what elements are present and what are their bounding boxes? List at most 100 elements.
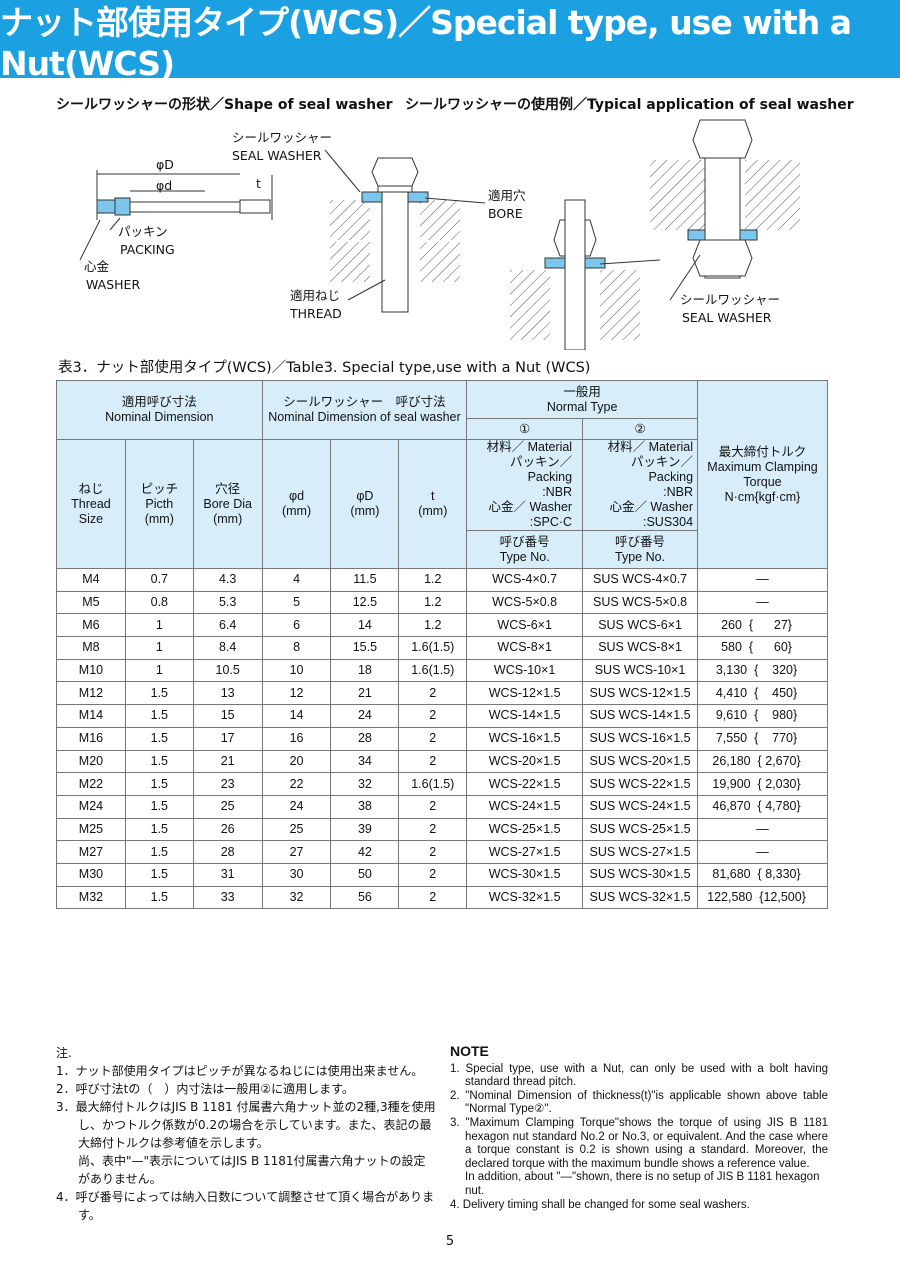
table-cell: 17 — [192, 726, 263, 751]
table-cell: 1.2 — [398, 590, 468, 615]
table-cell: — — [697, 590, 828, 615]
table-cell: 15 — [192, 704, 263, 728]
notes-japanese: 注. 1．ナット部使用タイプはピッチが異なるねじには使用出来ません。 2．呼び寸… — [56, 1044, 436, 1224]
table-cell: 4.3 — [192, 568, 263, 592]
table-cell: 24 — [261, 794, 332, 819]
table-cell: 1.6(1.5) — [398, 658, 468, 683]
table-cell: 4,410 { 450} — [697, 681, 828, 706]
notes-english: NOTE 1. Special type, use with a Nut, ca… — [450, 1043, 828, 1212]
table-cell: SUS WCS-8×1 — [582, 636, 699, 660]
header-normal-type: 一般用 Normal Type — [466, 380, 699, 419]
table-cell: M8 — [56, 636, 126, 660]
table-row: M4 0.7 4.3 4 11.5 1.2 WCS-4×0.7 SUS WCS-4×0.7— — [56, 568, 828, 592]
table-cell: 25 — [192, 794, 263, 819]
table-cell: 26,180 { 2,670} — [697, 749, 828, 774]
table-cell: 12.5 — [330, 590, 400, 615]
note-jp-item: 1．ナット部使用タイプはピッチが異なるねじには使用出来ません。 — [56, 1064, 424, 1078]
table-cell: WCS-27×1.5 — [466, 840, 584, 864]
table-cell: 14 — [330, 613, 400, 638]
notes-en-heading: NOTE — [450, 1043, 489, 1059]
label-bore-jp: 適用穴 — [488, 188, 526, 203]
table-cell: 32 — [330, 772, 400, 796]
table-row: M30 1.5 31 30 50 2 WCS-30×1.5 SUS WCS-30×1.5 81,… — [56, 862, 828, 887]
table-cell: 21 — [192, 749, 263, 774]
table-cell: 2 — [398, 749, 468, 774]
table-row: M6 1 6.4 6 14 1.2 WCS-6×1 SUS WCS-6×1 260 { 27} — [56, 613, 828, 638]
table-cell: 26 — [192, 817, 263, 842]
label-phid: φd — [156, 178, 173, 193]
table-cell: 1.5 — [124, 726, 194, 751]
label-seal-jp: シールワッシャー — [232, 130, 333, 145]
table-cell: 260 { 27} — [697, 613, 828, 638]
table-cell: 122,580 {12,500} — [697, 885, 828, 910]
table-cell: 34 — [330, 749, 400, 774]
header-type-1: ① — [466, 418, 584, 440]
spec-table: 適用呼び寸法 Nominal Dimension シールワッシャー 呼び寸法 Nom… — [56, 380, 828, 910]
table-cell: 12 — [261, 681, 332, 706]
label-seal2-en: SEAL WASHER — [682, 310, 772, 325]
note-en-item-extra: In addition, about "—"shown, there is no… — [465, 1171, 820, 1197]
note-en-item: 1. Special type, use with a Nut, can onl… — [450, 1062, 828, 1089]
table-cell: WCS-16×1.5 — [466, 726, 584, 751]
table-cell: M25 — [56, 817, 126, 842]
table-cell: 31 — [192, 862, 263, 887]
table-cell: 16 — [261, 726, 332, 751]
table-cell: 0.7 — [124, 568, 194, 592]
table-cell: 8.4 — [192, 636, 263, 660]
note-jp-item: 3．最大締付トルクはJIS B 1181 付属書六角ナット並の2種,3種を使用し… — [56, 1100, 436, 1150]
table-cell: 1.2 — [398, 568, 468, 592]
table-cell: 28 — [330, 726, 400, 751]
table-cell: 1 — [124, 613, 194, 638]
table-cell: 1.5 — [124, 794, 194, 819]
table-cell: SUS WCS-24×1.5 — [582, 794, 699, 819]
table-cell: WCS-22×1.5 — [466, 772, 584, 796]
label-phiD: φD — [156, 157, 174, 172]
table-row: M8 1 8.4 8 15.5 1.6(1.5) WCS-8×1 SUS WCS-8×1 580… — [56, 636, 828, 660]
table-cell: 2 — [398, 885, 468, 910]
label-packing-jp: パッキン — [118, 224, 168, 239]
table-cell: WCS-10×1 — [466, 658, 584, 683]
table-cell: M6 — [56, 613, 126, 638]
label-packing-en: PACKING — [120, 242, 175, 257]
table-cell: 0.8 — [124, 590, 194, 615]
table-cell: 42 — [330, 840, 400, 864]
table-cell: M30 — [56, 862, 126, 887]
table-cell: WCS-20×1.5 — [466, 749, 584, 774]
table-cell: SUS WCS-16×1.5 — [582, 726, 699, 751]
section-shape-title: シールワッシャーの形状／Shape of seal washer — [56, 97, 393, 113]
table-cell: 4 — [261, 568, 332, 592]
table-cell: 20 — [261, 749, 332, 774]
application-drawing-1 — [330, 157, 460, 313]
table-cell: M22 — [56, 772, 126, 796]
table-row: M27 1.5 28 27 42 2 WCS-27×1.5 SUS WCS-27×1.5— — [56, 840, 828, 864]
table-cell: M14 — [56, 704, 126, 728]
table-cell: 21 — [330, 681, 400, 706]
table-cell: 2 — [398, 726, 468, 751]
table-cell: 25 — [261, 817, 332, 842]
table-cell: WCS-4×0.7 — [466, 568, 584, 592]
label-washer-en: WASHER — [86, 277, 141, 292]
table-cell: 1.5 — [124, 704, 194, 728]
label-thread-en: THREAD — [290, 306, 342, 321]
table-cell: 28 — [192, 840, 263, 864]
table-cell: 2 — [398, 794, 468, 819]
table-row: M24 1.5 25 24 38 2 WCS-24×1.5 SUS WCS-24×1.5 46,… — [56, 794, 828, 819]
header-bore: 穴径 Bore Dia (mm) — [192, 439, 263, 569]
table-cell: 33 — [192, 885, 263, 910]
label-t: t — [256, 176, 261, 191]
table-cell: 1.5 — [124, 840, 194, 864]
header-torque: 最大締付トルク Maximum Clamping Torque N·cm{kgf·cm… — [697, 380, 828, 569]
table-row: M20 1.5 21 20 34 2 WCS-20×1.5 SUS WCS-20×1.5 26,… — [56, 749, 828, 774]
notes-jp-heading: 注. — [56, 1046, 72, 1060]
table-cell: SUS WCS-30×1.5 — [582, 862, 699, 887]
table-cell: SUS WCS-27×1.5 — [582, 840, 699, 864]
table-cell: M24 — [56, 794, 126, 819]
label-washer-jp: 心金 — [84, 259, 110, 274]
table-cell: 39 — [330, 817, 400, 842]
header-t: t (mm) — [398, 439, 468, 569]
table-cell: — — [697, 817, 828, 842]
table-cell: 1 — [124, 658, 194, 683]
table-cell: SUS WCS-10×1 — [582, 658, 699, 683]
table-cell: 23 — [192, 772, 263, 796]
table-cell: 1.5 — [124, 885, 194, 910]
